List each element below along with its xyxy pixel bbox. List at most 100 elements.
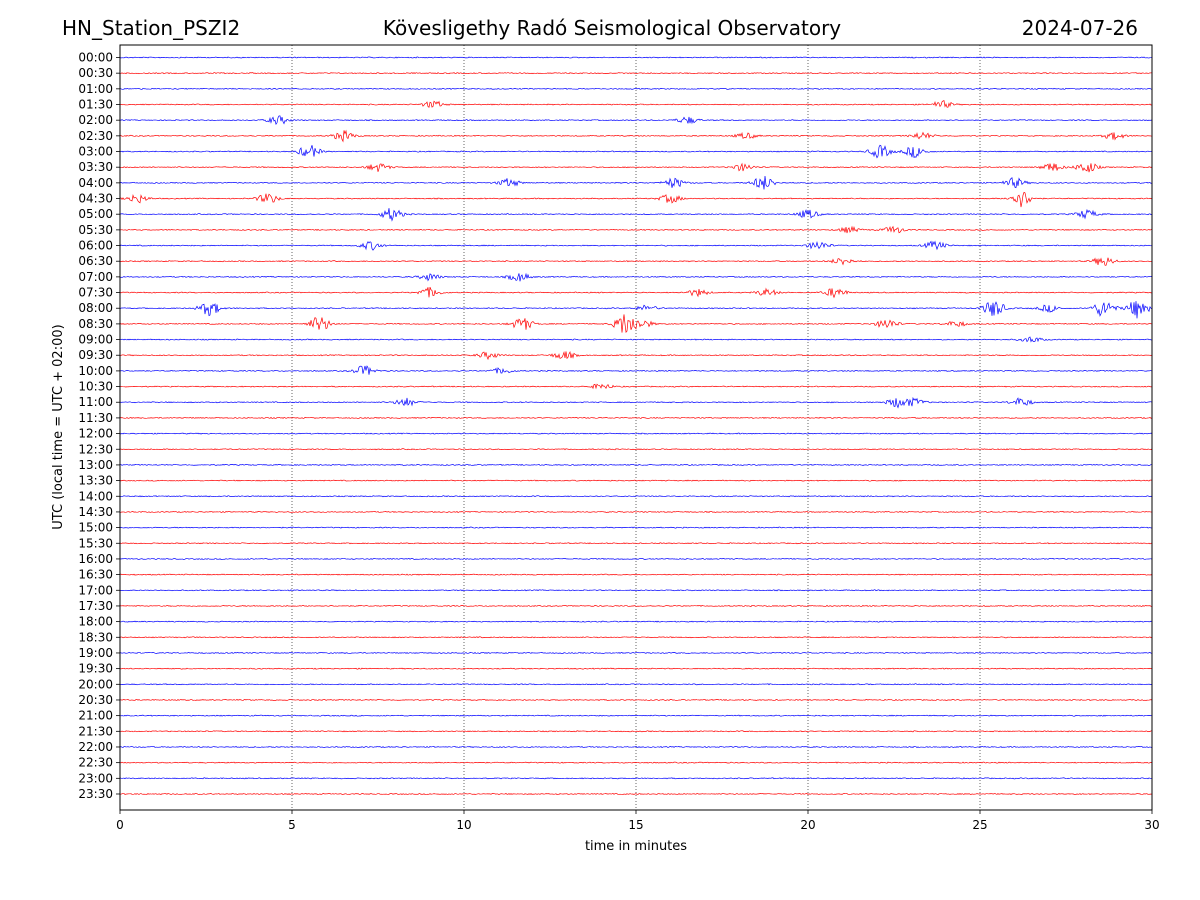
trace-line <box>119 129 1153 143</box>
trace-line <box>119 589 1153 592</box>
trace-line <box>119 225 1153 234</box>
trace-line <box>119 416 1153 419</box>
trace-line <box>119 683 1153 686</box>
x-axis: 0 5 10 15 20 25 30 <box>116 810 1160 832</box>
y-tick-label: 15:30 <box>78 536 113 550</box>
y-tick-label: 08:00 <box>78 301 113 315</box>
trace-line <box>119 396 1153 409</box>
x-tick-label: 15 <box>628 818 643 832</box>
y-tick-label: 06:00 <box>78 239 113 253</box>
y-tick-label: 22:00 <box>78 740 113 754</box>
y-tick-label: 02:30 <box>78 129 113 143</box>
trace-line <box>119 667 1153 670</box>
y-tick-label: 09:30 <box>78 348 113 362</box>
y-tick-label: 22:30 <box>78 756 113 770</box>
trace-line <box>119 510 1153 513</box>
y-tick-label: 03:00 <box>78 145 113 159</box>
x-axis-label: time in minutes <box>585 839 687 854</box>
y-tick-label: 20:00 <box>78 677 113 691</box>
trace-line <box>119 272 1153 282</box>
y-tick-label: 10:00 <box>78 364 113 378</box>
trace-line <box>119 745 1153 749</box>
y-tick-label: 18:30 <box>78 630 113 644</box>
y-tick-label: 17:30 <box>78 599 113 613</box>
y-tick-label: 13:00 <box>78 458 113 472</box>
trace-line <box>119 383 1153 390</box>
y-tick-label: 05:30 <box>78 223 113 237</box>
trace-line <box>119 336 1153 343</box>
y-tick-label: 07:00 <box>78 270 113 284</box>
y-tick-label: 01:30 <box>78 98 113 112</box>
trace-line <box>119 651 1153 654</box>
trace-line <box>119 314 1153 334</box>
y-tick-label: 06:30 <box>78 254 113 268</box>
x-tick-label: 25 <box>972 818 987 832</box>
y-tick-label: 00:00 <box>78 51 113 65</box>
trace-line <box>119 495 1153 498</box>
y-tick-label: 04:00 <box>78 176 113 190</box>
trace-line <box>119 350 1153 361</box>
y-tick-label: 20:30 <box>78 693 113 707</box>
trace-line <box>119 100 1153 108</box>
x-tick-label: 5 <box>288 818 296 832</box>
trace-line <box>119 777 1153 780</box>
y-tick-label: 12:00 <box>78 427 113 441</box>
trace-line <box>119 286 1153 299</box>
y-tick-label: 08:30 <box>78 317 113 331</box>
y-tick-label: 05:00 <box>78 207 113 221</box>
y-tick-label: 18:00 <box>78 615 113 629</box>
y-tick-label: 21:30 <box>78 724 113 738</box>
trace-line <box>119 301 1153 319</box>
chart-title: Kövesligethy Radó Seismological Observat… <box>382 16 842 40</box>
trace-line <box>119 463 1153 466</box>
trace-line <box>119 191 1153 208</box>
trace-line <box>119 365 1153 375</box>
trace-line <box>119 257 1153 266</box>
y-tick-label: 15:00 <box>78 521 113 535</box>
y-tick-label: 11:30 <box>78 411 113 425</box>
y-tick-label: 00:30 <box>78 66 113 80</box>
y-tick-label: 14:30 <box>78 505 113 519</box>
trace-line <box>119 636 1153 639</box>
trace-group <box>119 56 1153 796</box>
x-tick-label: 30 <box>1144 818 1159 832</box>
trace-line <box>119 432 1153 435</box>
y-tick-label: 23:30 <box>78 787 113 801</box>
trace-line <box>119 604 1153 607</box>
y-tick-label: 04:30 <box>78 192 113 206</box>
trace-line <box>119 698 1153 701</box>
trace-line <box>119 792 1153 796</box>
trace-line <box>119 175 1153 190</box>
trace-line <box>119 448 1153 451</box>
y-tick-label: 07:30 <box>78 286 113 300</box>
y-tick-label: 14:00 <box>78 489 113 503</box>
y-tick-label: 09:00 <box>78 333 113 347</box>
date-label: 2024-07-26 <box>1021 16 1138 40</box>
y-tick-label: 12:30 <box>78 442 113 456</box>
trace-line <box>119 115 1153 125</box>
y-tick-label: 17:00 <box>78 583 113 597</box>
y-tick-label: 16:00 <box>78 552 113 566</box>
x-tick-label: 10 <box>456 818 471 832</box>
y-tick-label: 23:00 <box>78 771 113 785</box>
trace-line <box>119 56 1153 59</box>
trace-line <box>119 573 1153 576</box>
trace-line <box>119 620 1153 623</box>
trace-line <box>119 542 1153 545</box>
trace-line <box>119 144 1153 159</box>
y-tick-label: 13:30 <box>78 474 113 488</box>
x-tick-label: 0 <box>116 818 124 832</box>
trace-line <box>119 87 1153 90</box>
trace-line <box>119 72 1153 75</box>
trace-line <box>119 730 1153 733</box>
y-tick-label: 16:30 <box>78 568 113 582</box>
y-tick-label: 02:00 <box>78 113 113 127</box>
trace-line <box>119 526 1153 529</box>
y-tick-label: 21:00 <box>78 709 113 723</box>
trace-line <box>119 761 1153 764</box>
y-tick-label: 03:30 <box>78 160 113 174</box>
trace-line <box>119 479 1153 482</box>
y-tick-label: 19:00 <box>78 646 113 660</box>
